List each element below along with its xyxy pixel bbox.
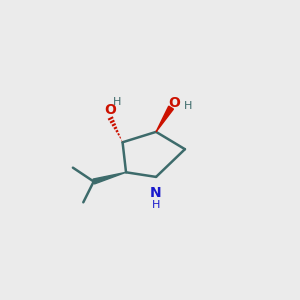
Text: H: H bbox=[112, 97, 121, 107]
Text: N: N bbox=[150, 186, 162, 200]
Text: H: H bbox=[152, 200, 160, 210]
Polygon shape bbox=[156, 106, 173, 132]
Text: O: O bbox=[169, 96, 181, 110]
Text: H: H bbox=[184, 101, 193, 112]
Polygon shape bbox=[93, 172, 126, 184]
Text: O: O bbox=[104, 103, 116, 117]
